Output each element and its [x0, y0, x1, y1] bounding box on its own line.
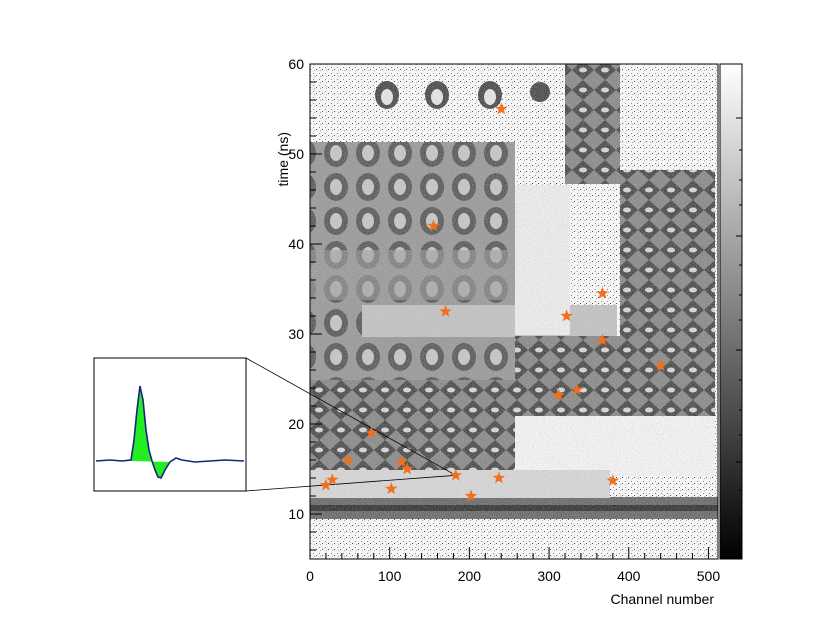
marker-star-8: [552, 388, 565, 401]
inset-waveform-line: [95, 385, 245, 479]
marker-star-0: [495, 102, 508, 115]
heatmap-image: [310, 64, 718, 559]
x-tick-label-0: 0: [306, 568, 314, 584]
marker-star-12: [401, 462, 414, 475]
inset-waveform-fill: [131, 386, 170, 478]
plot-frame: [309, 63, 719, 560]
marker-star-9: [365, 426, 378, 439]
marker-star-14: [492, 471, 505, 484]
y-tick-label-3: 40: [288, 236, 304, 252]
marker-star-18: [385, 482, 398, 495]
y-tick-label-1: 20: [288, 416, 304, 432]
colorbar-ticks: [736, 117, 742, 521]
y-tick-label-0: 10: [288, 506, 304, 522]
markers: [319, 102, 667, 502]
marker-star-2: [596, 287, 609, 299]
x-axis: 0 100 200 300 400 500: [306, 547, 720, 584]
marker-star-3: [439, 305, 452, 317]
x-axis-title: Channel number: [610, 591, 714, 607]
marker-star-19: [464, 489, 478, 502]
marker-star-6: [654, 359, 667, 371]
x-tick-label-1: 100: [378, 568, 402, 584]
x-tick-label-3: 300: [537, 568, 561, 584]
marker-star-10: [342, 453, 355, 466]
inset-waveform: [93, 357, 247, 492]
marker-star-15: [326, 473, 339, 486]
marker-star-1: [427, 219, 440, 232]
x-tick-label-5: 500: [697, 568, 721, 584]
colorbar: [719, 63, 743, 560]
marker-star-11: [395, 455, 408, 468]
inset-connectors: [245, 357, 457, 492]
marker-star-17: [606, 474, 619, 486]
marker-star-7: [570, 383, 584, 396]
y-tick-label-2: 30: [288, 326, 304, 342]
marker-star-4: [560, 309, 573, 322]
marker-star-16: [319, 478, 333, 491]
marker-star-13: [449, 468, 462, 481]
y-axis-title: time (ns): [275, 132, 291, 186]
x-tick-label-4: 400: [617, 568, 641, 584]
marker-star-5: [596, 333, 609, 346]
y-tick-label-4: 50: [288, 146, 304, 162]
y-tick-label-5: 60: [288, 56, 304, 72]
x-tick-label-2: 200: [458, 568, 482, 584]
y-axis: 10 20 30 40 50 60: [288, 56, 322, 551]
